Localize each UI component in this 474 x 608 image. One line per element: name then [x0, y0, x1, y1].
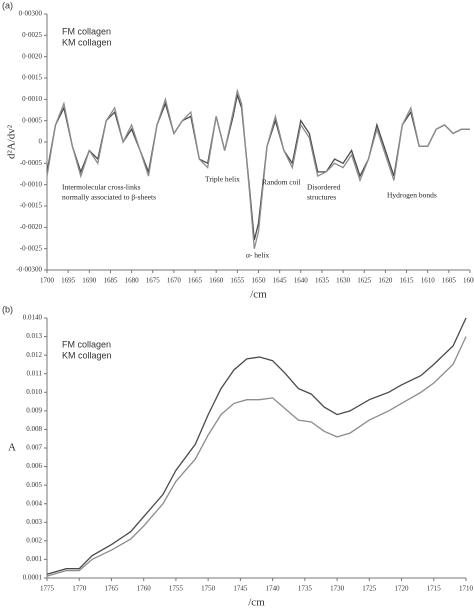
x-tick-label: 1730 [330, 585, 345, 593]
annotation: normally associated to β-sheets [62, 193, 156, 202]
x-tick-label: 1675 [146, 277, 161, 285]
y-tick-label: -0·00300 [16, 266, 42, 274]
annotation: Random coil [262, 178, 301, 187]
x-tick-label: 1775 [40, 585, 55, 593]
x-tick-label: 1615 [400, 277, 415, 285]
annotation: α- helix [246, 251, 270, 260]
y-tick-label: 0.013 [26, 332, 42, 340]
y-tick-label: -0·0020 [20, 223, 43, 231]
panel-label: (b) [2, 304, 13, 314]
x-tick-label: 1645 [273, 277, 288, 285]
legend-label: KM collagen [62, 37, 112, 47]
x-tick-label: 1660 [209, 277, 224, 285]
annotation: Intermolecular cross-links [62, 183, 141, 192]
x-tick-label: 1600 [463, 277, 474, 285]
x-tick-label: 1625 [357, 277, 372, 285]
y-axis-label: A [8, 442, 16, 454]
y-tick-label: 0·0010 [22, 95, 42, 103]
x-tick-label: 1665 [188, 277, 203, 285]
x-tick-label: 1610 [421, 277, 436, 285]
x-tick-label: 1710 [459, 585, 474, 593]
y-tick-label: 0.005 [26, 481, 42, 489]
x-tick-label: 1720 [395, 585, 410, 593]
x-tick-label: 1685 [103, 277, 118, 285]
y-tick-label: 0.012 [26, 351, 42, 359]
y-tick-label: 0.010 [26, 388, 42, 396]
y-tick-label: 0.001 [26, 555, 42, 563]
x-tick-label: 1745 [233, 585, 248, 593]
y-tick-label: 0.0140 [23, 314, 43, 322]
annotation: structures [307, 193, 336, 202]
y-tick-label: 0·0005 [22, 116, 42, 124]
x-tick-label: 1650 [252, 277, 267, 285]
x-tick-label: 1605 [442, 277, 457, 285]
x-tick-label: 1760 [137, 585, 152, 593]
y-tick-label: 0.0001 [23, 574, 43, 582]
line [46, 317, 467, 575]
y-tick-label: 0.011 [27, 369, 43, 377]
x-tick-label: 1700 [40, 277, 55, 285]
x-tick-label: 1770 [72, 585, 87, 593]
x-tick-label: 1695 [61, 277, 76, 285]
y-tick-label: 0.003 [26, 518, 42, 526]
x-tick-label: 1680 [125, 277, 140, 285]
annotation: Disordered [307, 183, 341, 192]
legend-label: FM collagen [62, 339, 111, 349]
y-tick-label: 0.006 [26, 462, 42, 470]
x-tick-label: 1670 [167, 277, 182, 285]
x-tick-label: 1735 [298, 585, 313, 593]
x-tick-label: 1620 [378, 277, 393, 285]
x-tick-label: 1740 [266, 585, 281, 593]
legend-label: FM collagen [62, 26, 111, 36]
y-tick-label: 0 [39, 138, 43, 146]
x-tick-label: 1655 [230, 277, 245, 285]
x-tick-label: 1715 [427, 585, 442, 593]
y-tick-label: 0.008 [26, 425, 42, 433]
line [46, 88, 470, 249]
x-axis-label: /cm [250, 289, 267, 301]
y-tick-label: 0.009 [26, 406, 42, 414]
y-tick-label: 0.002 [26, 536, 42, 544]
x-tick-label: 1755 [169, 585, 184, 593]
x-tick-label: 1725 [362, 585, 377, 593]
y-tick-label: 0·0025 [22, 31, 42, 39]
y-tick-label: -0·0015 [20, 202, 43, 210]
y-axis-label: d²A/dv² [6, 124, 18, 159]
x-tick-label: 1750 [201, 585, 216, 593]
x-tick-label: 1765 [104, 585, 119, 593]
y-tick-label: -0·0025 [20, 244, 43, 252]
x-tick-label: 1630 [336, 277, 351, 285]
annotation: Hydrogen bonds [387, 191, 437, 200]
y-tick-label: 0.007 [26, 444, 42, 452]
y-tick-label: -0·0005 [20, 159, 43, 167]
line [46, 336, 467, 577]
x-tick-label: 1690 [82, 277, 97, 285]
x-tick-label: 1640 [294, 277, 309, 285]
y-tick-label: 0·0020 [22, 52, 42, 60]
annotation: Triple helix [205, 175, 240, 184]
x-axis-label: /cm [248, 597, 265, 608]
y-tick-label: 0·0015 [22, 74, 42, 82]
x-tick-label: 1635 [315, 277, 330, 285]
y-tick-label: 0.004 [26, 499, 42, 507]
y-tick-label: 0·00300 [19, 10, 43, 18]
legend-label: KM collagen [62, 350, 112, 360]
panel-label: (a) [2, 0, 13, 10]
y-tick-label: -0·0010 [20, 180, 43, 188]
